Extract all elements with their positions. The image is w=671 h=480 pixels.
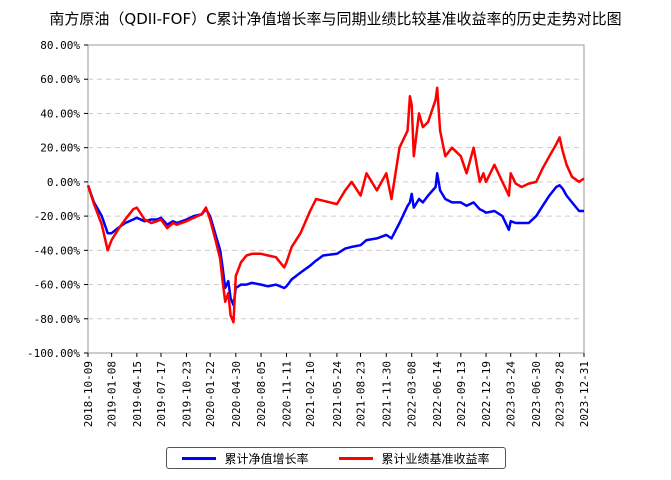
x-axis: 2018-10-09 2019-01-08 2019-04-15 2019-07-17…: [82, 353, 591, 427]
x-tick-label: 2021-05-24: [331, 361, 344, 428]
y-tick-label: -80.00%: [34, 313, 81, 326]
y-axis: 80.00% 60.00% 40.00% 20.00% 0.00% -20.00% -40.…: [27, 39, 88, 360]
x-tick-label: 2020-08-05: [255, 361, 268, 427]
x-tick-label: 2020-11-11: [281, 361, 294, 427]
x-tick-label: 2022-12-19: [480, 361, 493, 427]
y-tick-label: -60.00%: [34, 279, 81, 292]
x-tick-label: 2021-02-10: [304, 361, 317, 427]
x-tick-label: 2020-04-30: [230, 361, 243, 427]
x-tick-label: 2023-09-28: [554, 361, 567, 427]
legend-label-benchmark: 累计业绩基准收益率: [381, 451, 490, 466]
y-tick-label: 0.00%: [47, 176, 80, 189]
x-tick-label: 2019-07-17: [155, 361, 168, 427]
legend-swatch-benchmark: [339, 456, 374, 460]
legend: 累计净值增长率 累计业绩基准收益率: [166, 447, 506, 469]
x-tick-label: 2021-08-23: [355, 361, 368, 427]
x-tick-label: 2023-06-30: [530, 361, 543, 427]
grid-lines: [88, 78, 584, 320]
y-tick-label: 40.00%: [40, 107, 80, 120]
x-tick-label: 2021-11-30: [380, 361, 393, 427]
plot-area: [87, 44, 585, 354]
x-tick-label: 2018-10-09: [82, 361, 95, 427]
x-tick-label: 2020-01-22: [204, 361, 217, 427]
y-tick-label: -100.00%: [27, 347, 80, 360]
y-tick-label: -20.00%: [34, 210, 81, 223]
x-tick-label: 2023-12-31: [578, 361, 591, 427]
series-lines: [86, 86, 585, 324]
x-tick-label: 2019-01-08: [106, 361, 119, 427]
series-line-benchmark: [86, 86, 585, 324]
x-tick-label: 2019-10-23: [180, 361, 193, 427]
y-tick-label: 60.00%: [40, 73, 80, 86]
legend-item-nav: 累计净值增长率: [182, 450, 309, 467]
y-tick-label: 20.00%: [40, 142, 80, 155]
x-tick-label: 2023-03-24: [505, 361, 518, 428]
chart-title: 南方原油（QDII-FOF）C累计净值增长率与同期业绩比较基准收益率的历史走势对…: [49, 10, 622, 28]
series-line-nav: [86, 172, 584, 307]
legend-label-nav: 累计净值增长率: [224, 451, 309, 466]
x-tick-label: 2022-09-13: [455, 361, 468, 427]
y-tick-label: 80.00%: [40, 39, 80, 52]
x-tick-label: 2019-04-15: [131, 361, 144, 427]
legend-item-benchmark: 累计业绩基准收益率: [339, 450, 490, 467]
y-tick-label: -40.00%: [34, 244, 81, 257]
x-tick-label: 2022-06-14: [431, 361, 444, 428]
legend-swatch-nav: [182, 456, 217, 460]
x-tick-label: 2022-03-08: [406, 361, 419, 427]
